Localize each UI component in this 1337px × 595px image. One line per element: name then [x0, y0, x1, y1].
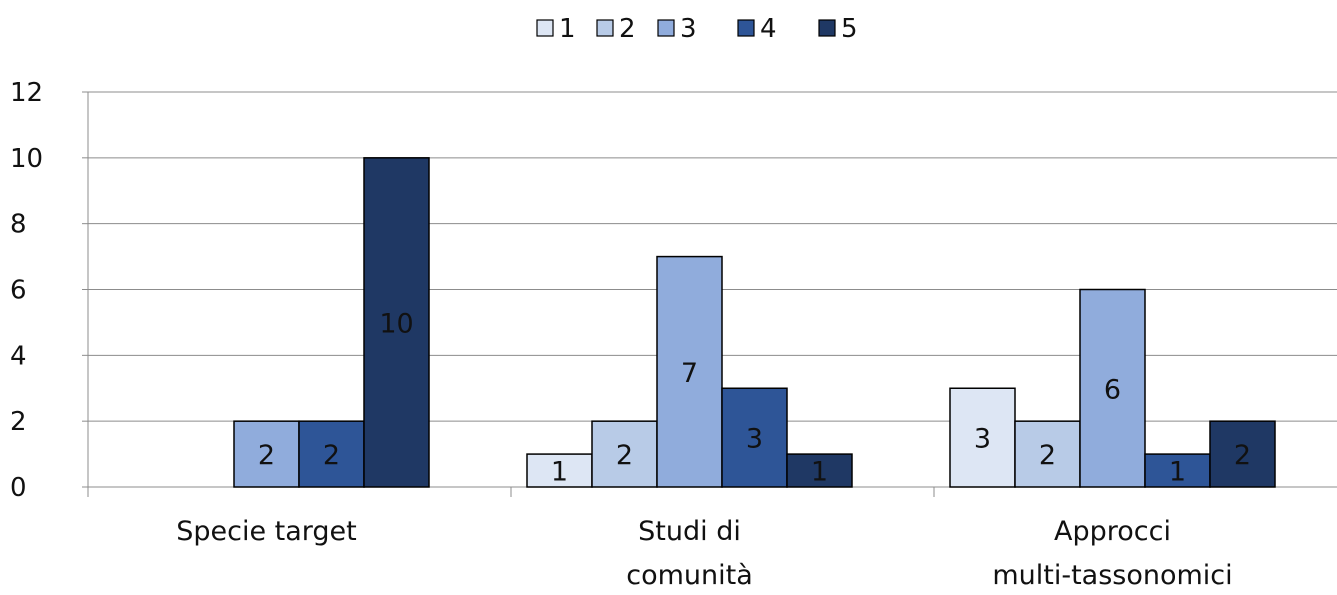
legend-label: 1 — [559, 14, 576, 44]
legend-label: 4 — [760, 14, 777, 44]
bar — [1079, 288, 1146, 488]
y-tick-label: 6 — [10, 276, 27, 306]
y-tick-label: 10 — [10, 144, 43, 174]
y-tick-label: 0 — [10, 473, 27, 503]
bar — [949, 387, 1016, 488]
y-tick-label: 4 — [10, 341, 27, 371]
legend-label: 3 — [680, 14, 697, 44]
legend-swatch — [596, 19, 614, 37]
data-label: 3 — [974, 424, 991, 455]
bar — [298, 420, 365, 488]
bar — [363, 157, 430, 488]
data-label: 1 — [811, 457, 828, 488]
data-label: 10 — [379, 308, 413, 339]
data-label: 2 — [323, 440, 340, 471]
y-tick-label: 2 — [10, 407, 27, 437]
y-tick-label: 12 — [10, 78, 43, 108]
bar — [786, 453, 853, 488]
x-category-label: comunità — [626, 560, 753, 591]
data-label: 2 — [1039, 440, 1056, 471]
bar — [1209, 420, 1276, 488]
legend-swatch — [818, 19, 836, 37]
data-label: 3 — [746, 424, 763, 455]
legend-label: 5 — [841, 14, 858, 44]
bar — [721, 387, 788, 488]
bars — [233, 157, 1276, 488]
x-category-label: Specie target — [176, 516, 357, 547]
data-label: 2 — [616, 440, 633, 471]
bar — [526, 453, 593, 488]
bar — [1014, 420, 1081, 488]
data-label: 7 — [681, 358, 698, 389]
data-label: 1 — [551, 457, 568, 488]
legend: 1 2 3 4 5 — [536, 14, 858, 44]
x-category-label: Approcci — [1054, 516, 1171, 547]
data-label: 2 — [258, 440, 275, 471]
data-labels: 1 3 2 2 2 7 6 2 3 1 10 1 2 — [258, 308, 1251, 487]
legend-swatch — [536, 19, 554, 37]
bar — [591, 420, 658, 488]
data-label: 2 — [1234, 440, 1251, 471]
x-category-label: multi-tassonomici — [992, 560, 1232, 591]
legend-swatch — [657, 19, 675, 37]
data-label: 1 — [1169, 457, 1186, 488]
legend-label: 2 — [619, 14, 636, 44]
legend-swatch — [737, 19, 755, 37]
y-tick-label: 8 — [10, 210, 27, 240]
bar — [656, 255, 723, 488]
x-category-label: Studi di — [638, 516, 741, 547]
data-label: 6 — [1104, 374, 1121, 405]
